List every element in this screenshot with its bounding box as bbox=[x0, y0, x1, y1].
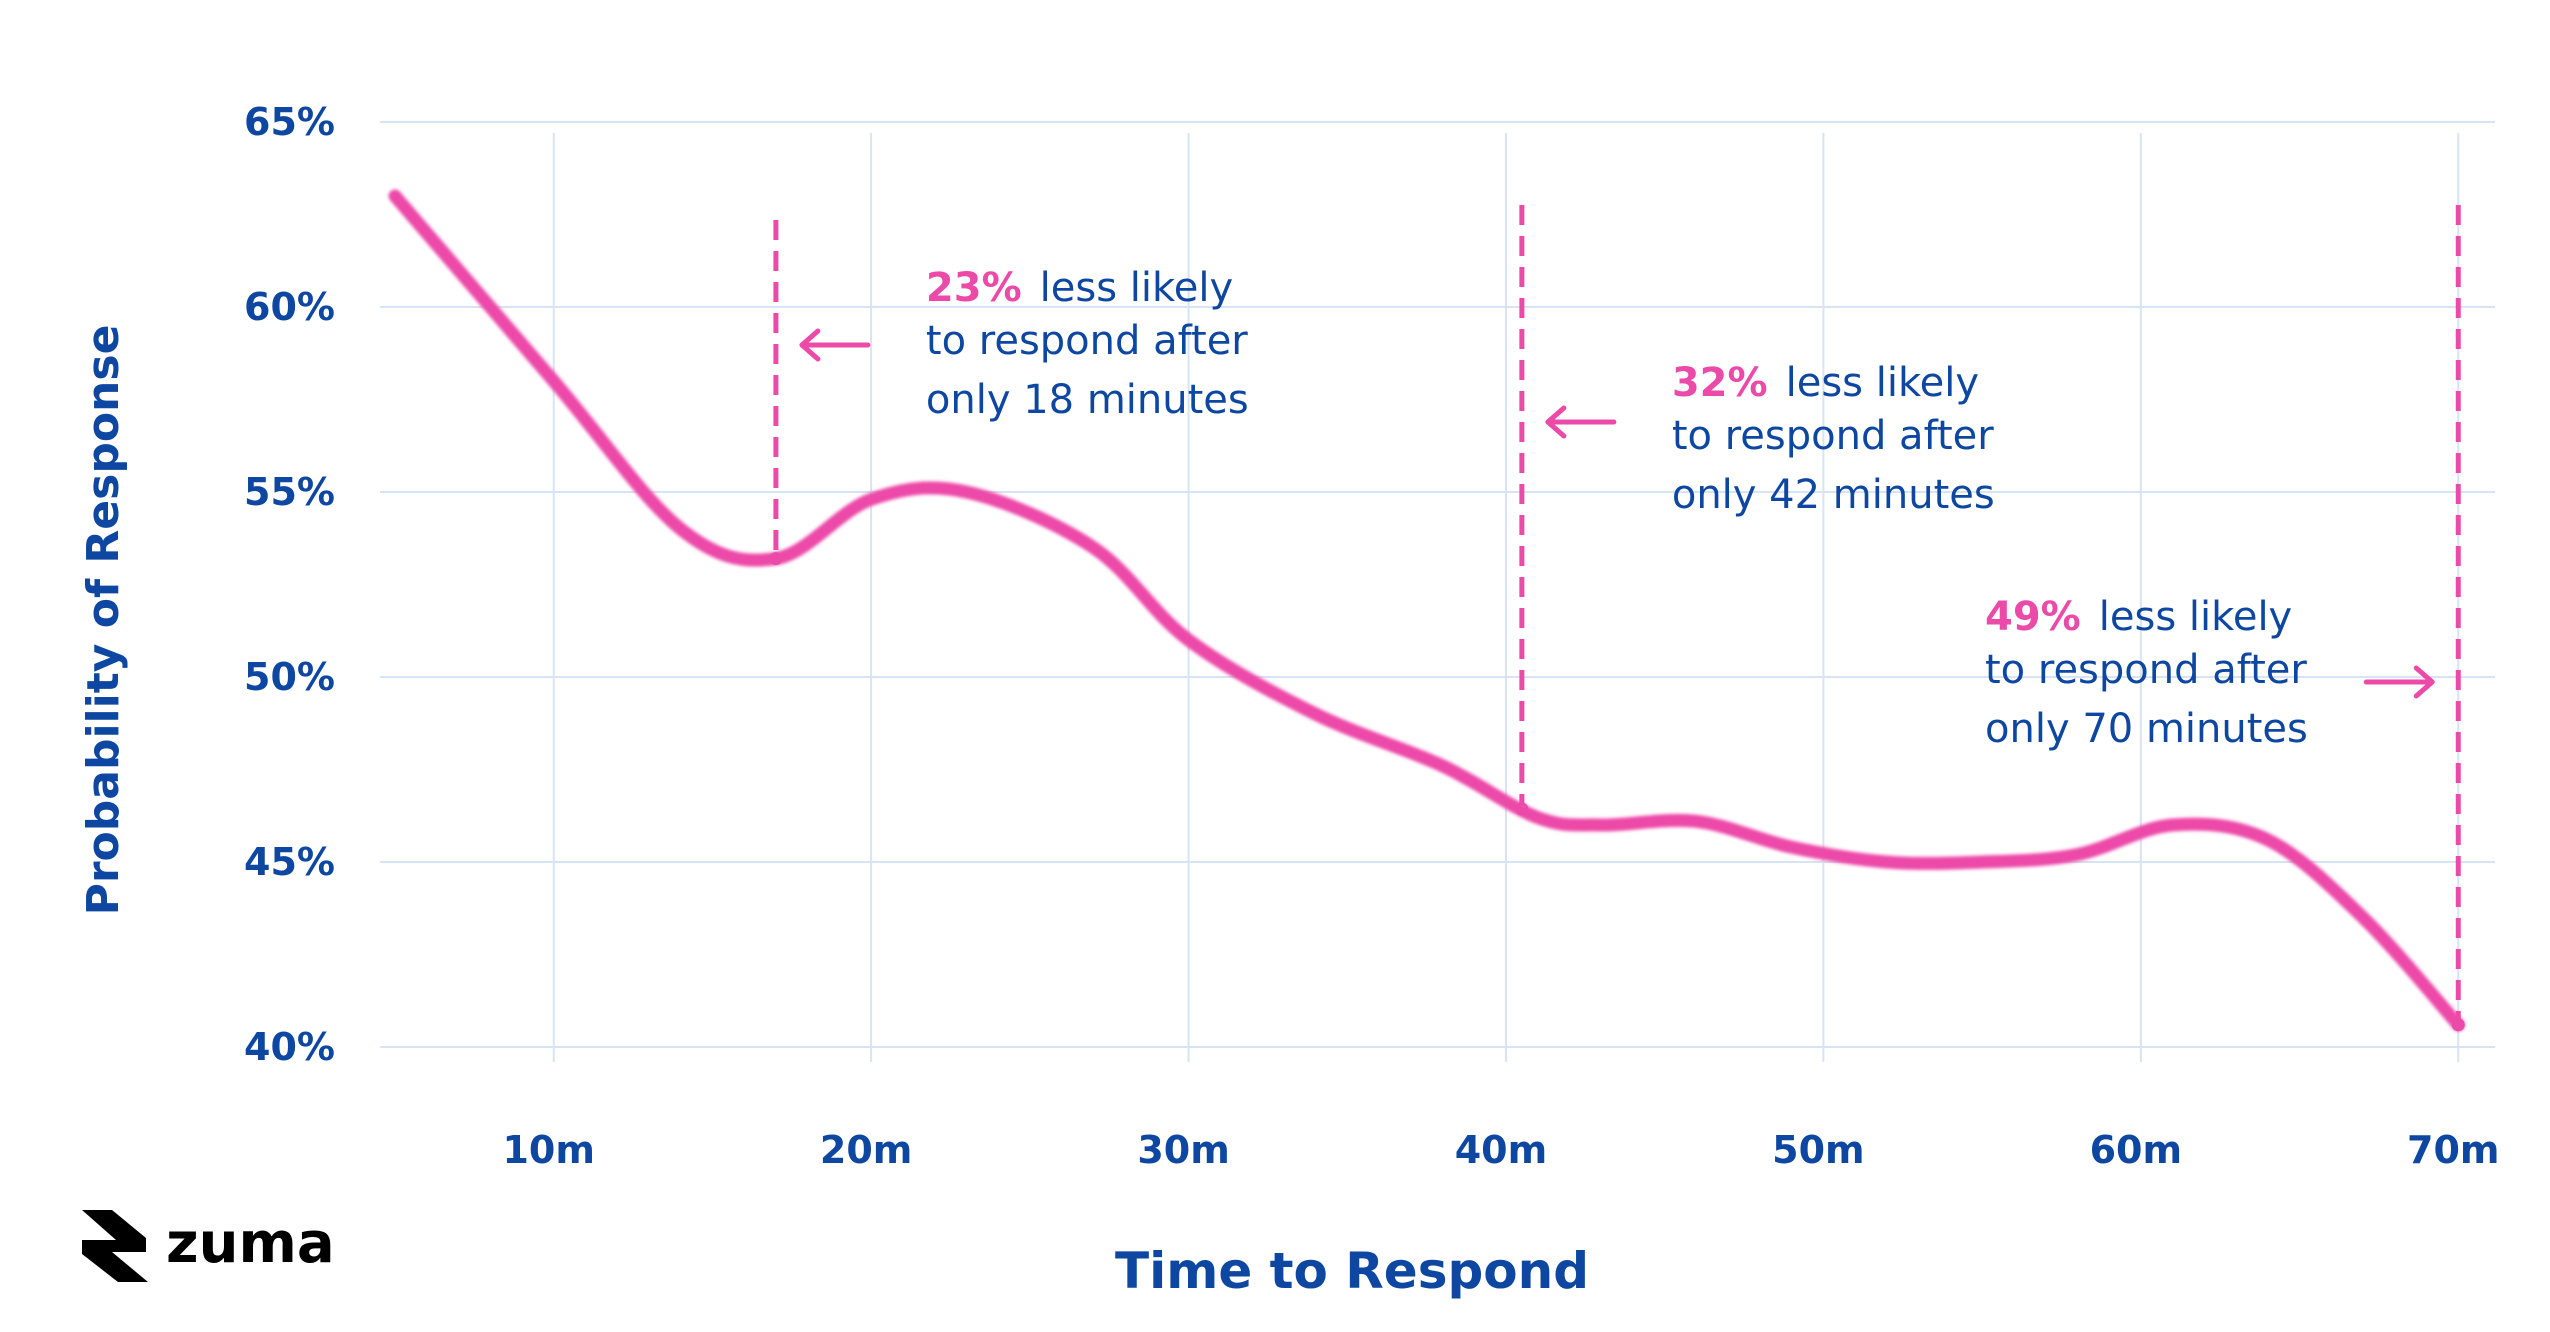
annotation-text: less likely bbox=[2099, 594, 2292, 640]
zuma-bolt-icon bbox=[82, 1210, 148, 1282]
annotation-text: less likely bbox=[1786, 360, 1979, 406]
y-tick-label: 55% bbox=[244, 470, 335, 514]
annotation-text: less likely bbox=[1040, 265, 1233, 311]
series-line bbox=[388, 189, 2465, 1032]
annotation-percent: 23% bbox=[926, 265, 1022, 311]
x-tick-label: 10m bbox=[502, 1128, 594, 1172]
y-tick-label: 45% bbox=[244, 840, 335, 884]
arrow-head bbox=[2413, 665, 2435, 699]
x-tick-label: 50m bbox=[1772, 1128, 1864, 1172]
annotation-line-1: 32% less likely bbox=[1672, 360, 1979, 406]
y-tick-label: 50% bbox=[244, 655, 335, 699]
logo-wordmark: zuma bbox=[166, 1211, 335, 1276]
x-tick-label: 60m bbox=[2090, 1128, 2182, 1172]
annotation-line-3: only 70 minutes bbox=[1985, 706, 2308, 752]
arrow-head bbox=[799, 328, 821, 362]
arrow-head bbox=[1545, 405, 1567, 439]
y-tick-label: 65% bbox=[244, 100, 335, 144]
annotation-line-3: only 42 minutes bbox=[1672, 472, 1995, 518]
x-tick-label: 40m bbox=[1455, 1128, 1547, 1172]
zuma-logo: zuma bbox=[82, 1210, 335, 1282]
x-tick-label: 20m bbox=[820, 1128, 912, 1172]
annotation-line-1: 49% less likely bbox=[1985, 594, 2292, 640]
y-axis-ticks: 40% 45% 50% 55% 60% 65% bbox=[244, 100, 335, 1069]
x-axis-ticks: 10m 20m 30m 40m 50m 60m 70m bbox=[502, 1128, 2499, 1172]
annotation-line-2: to respond after bbox=[926, 318, 1248, 364]
gridlines bbox=[380, 121, 2495, 1062]
annotation-line-3: only 18 minutes bbox=[926, 377, 1249, 423]
x-tick-label: 70m bbox=[2407, 1128, 2499, 1172]
y-axis-label: Probability of Response bbox=[78, 325, 129, 916]
annotation-percent: 32% bbox=[1672, 360, 1768, 406]
annotations: 23% less likely to respond after only 18 mi… bbox=[799, 265, 2435, 752]
annotation-line-2: to respond after bbox=[1672, 413, 1994, 459]
annotation-line-1: 23% less likely bbox=[926, 265, 1233, 311]
y-tick-label: 40% bbox=[244, 1025, 335, 1069]
x-axis-label: Time to Respond bbox=[1115, 1242, 1589, 1300]
annotation-percent: 49% bbox=[1985, 594, 2081, 640]
x-tick-label: 30m bbox=[1137, 1128, 1229, 1172]
y-tick-label: 60% bbox=[244, 285, 335, 329]
annotation-line-2: to respond after bbox=[1985, 647, 2307, 693]
series-layer bbox=[388, 189, 2465, 1032]
